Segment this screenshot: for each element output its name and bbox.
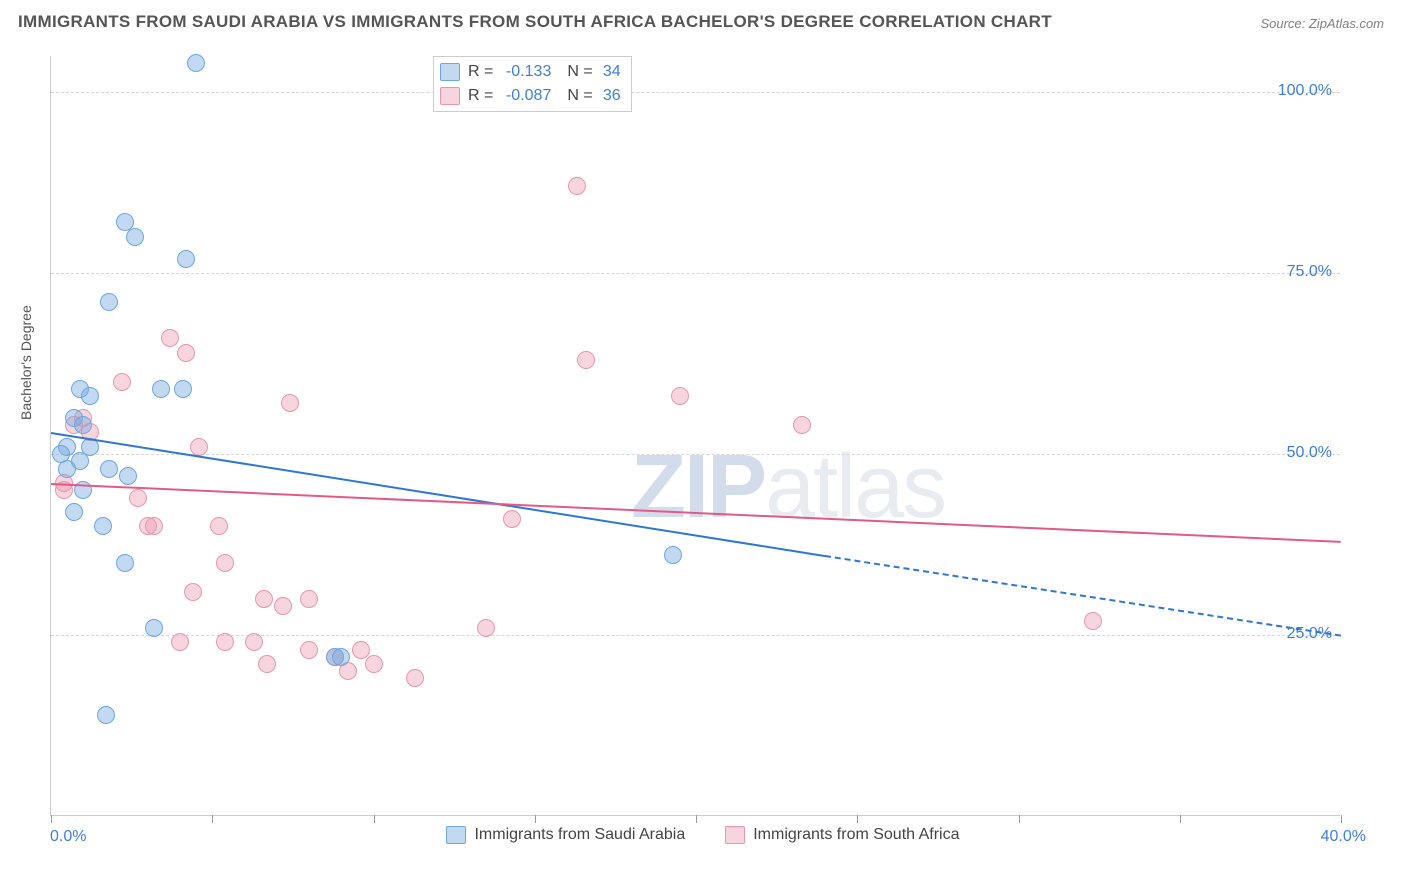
stat-r-label: R = [468,63,493,81]
data-point [568,177,586,195]
data-point [145,517,163,535]
stats-legend: R = -0.133 N = 34 R = -0.087 N = 36 [433,56,632,112]
data-point [216,633,234,651]
x-tick [374,815,375,823]
data-point [300,641,318,659]
data-point [94,517,112,535]
data-point [664,546,682,564]
data-point [281,394,299,412]
gridline [51,92,1340,93]
data-point [406,669,424,687]
data-point [126,228,144,246]
stat-n-value: 34 [601,63,621,81]
y-axis-label: Bachelor's Degree [18,305,34,420]
legend-label: Immigrants from Saudi Arabia [474,826,685,844]
stat-r-value: -0.087 [501,87,551,105]
stat-n-value: 36 [601,87,621,105]
data-point [245,633,263,651]
data-point [1084,612,1102,630]
data-point [258,655,276,673]
regression-line [51,432,825,557]
legend-swatch [440,63,460,81]
data-point [113,373,131,391]
stats-legend-row: R = -0.133 N = 34 [440,60,621,84]
legend-swatch [446,826,466,844]
plot-area: ZIPatlas 25.0%50.0%75.0%100.0% [50,56,1340,816]
x-tick [1019,815,1020,823]
x-tick [857,815,858,823]
data-point [577,351,595,369]
data-point [116,554,134,572]
data-point [477,619,495,637]
stat-n-label: N = [567,63,592,81]
stat-r-label: R = [468,87,493,105]
y-tick-label: 75.0% [1287,263,1332,281]
data-point [58,460,76,478]
data-point [161,329,179,347]
gridline [51,635,1340,636]
x-tick [1341,815,1342,823]
data-point [184,583,202,601]
data-point [74,416,92,434]
data-point [174,380,192,398]
regression-line [825,555,1341,637]
data-point [365,655,383,673]
data-point [119,467,137,485]
stats-legend-row: R = -0.087 N = 36 [440,84,621,108]
y-tick-label: 50.0% [1287,444,1332,462]
gridline [51,273,1340,274]
data-point [81,387,99,405]
x-tick [212,815,213,823]
data-point [352,641,370,659]
data-point [171,633,189,651]
x-tick [535,815,536,823]
data-point [177,344,195,362]
data-point [97,706,115,724]
stat-r-value: -0.133 [501,63,551,81]
data-point [503,510,521,528]
data-point [274,597,292,615]
legend-label: Immigrants from South Africa [753,826,959,844]
data-point [129,489,147,507]
data-point [216,554,234,572]
gridline [51,454,1340,455]
x-tick [51,815,52,823]
legend-item: Immigrants from South Africa [725,826,959,844]
data-point [145,619,163,637]
bottom-legend: Immigrants from Saudi Arabia Immigrants f… [0,826,1406,844]
data-point [210,517,228,535]
watermark: ZIPatlas [631,436,945,539]
x-tick [1180,815,1181,823]
data-point [793,416,811,434]
legend-item: Immigrants from Saudi Arabia [446,826,685,844]
x-tick [696,815,697,823]
data-point [152,380,170,398]
data-point [300,590,318,608]
data-point [100,293,118,311]
stat-n-label: N = [567,87,592,105]
legend-swatch [440,87,460,105]
data-point [190,438,208,456]
data-point [65,503,83,521]
data-point [255,590,273,608]
chart-title: IMMIGRANTS FROM SAUDI ARABIA VS IMMIGRAN… [18,12,1052,32]
data-point [100,460,118,478]
data-point [177,250,195,268]
data-point [332,648,350,666]
data-point [187,54,205,72]
source-attribution: Source: ZipAtlas.com [1260,16,1384,31]
y-tick-label: 100.0% [1278,82,1332,100]
data-point [671,387,689,405]
legend-swatch [725,826,745,844]
